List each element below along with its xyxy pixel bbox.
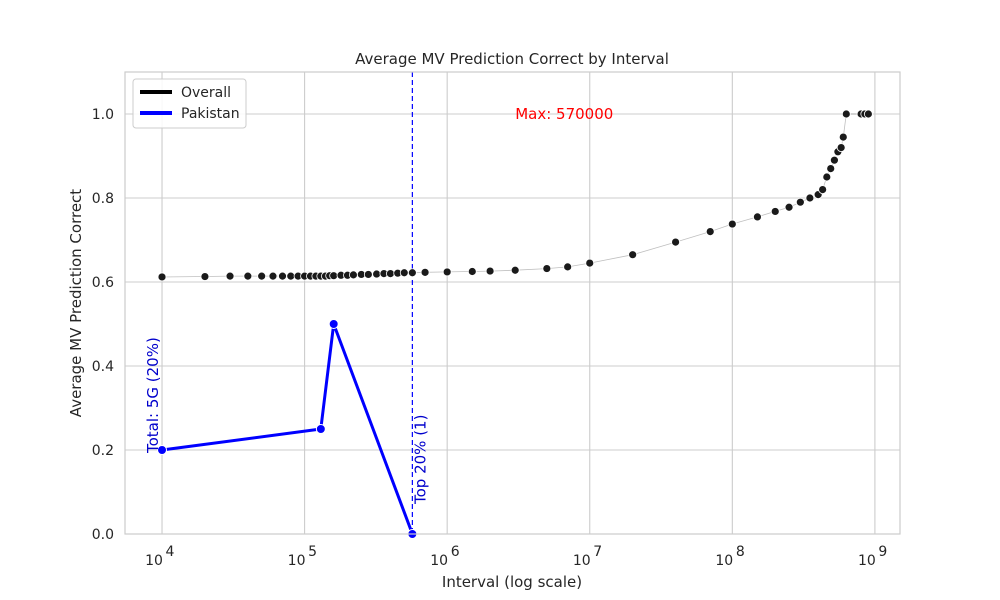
overall-point [542,264,552,273]
overall-point [157,272,167,282]
x-tick-exponent: 6 [451,544,460,560]
y-tick-label: 0.0 [92,527,114,543]
pakistan-point [315,424,326,434]
max-annotation: Max: 570000 [515,105,613,123]
overall-point [836,143,846,153]
x-tick-exponent: 4 [166,544,175,560]
overall-point [727,219,737,229]
overall-point [671,237,680,247]
overall-point [268,271,278,281]
overall-point [286,271,296,281]
overall-point [563,262,573,272]
overall-point [363,270,373,279]
y-tick-label: 1.0 [92,107,114,123]
x-tick-label: 10 [430,553,448,569]
overall-point [585,258,595,268]
overall-point [753,212,762,222]
overall-point [805,193,815,203]
y-axis-label: Average MV Prediction Correct [67,189,85,417]
y-tick-label: 0.4 [92,359,114,375]
overall-point [225,271,235,281]
x-tick-exponent: 7 [593,544,602,560]
x-axis-label: Interval (log scale) [442,573,582,591]
overall-point [243,271,253,281]
x-tick-label: 10 [573,553,591,569]
series-line-pakistan [161,322,414,535]
overall-point [826,164,836,174]
y-tick-label: 0.6 [92,275,114,291]
overall-point [822,172,832,182]
overall-point [485,266,495,276]
overall-point [372,269,382,279]
overall-point [818,185,828,195]
overall-point [705,227,715,237]
y-tick-label: 0.2 [92,443,114,459]
overall-point [863,109,873,119]
overall-point [770,207,780,216]
x-tick-exponent: 5 [308,544,317,560]
pakistan-point [328,319,339,329]
x-tick-exponent: 9 [878,544,887,560]
top-annotation: Top 20% (1) [411,415,429,505]
legend-label-pakistan: Pakistan [181,106,240,122]
overall-point [784,202,794,212]
overall-point [349,270,358,280]
total-annotation: Total: 5G (20%) [144,337,162,454]
overall-point [838,132,848,142]
x-tick-label: 10 [858,553,876,569]
chart-title: Average MV Prediction Correct by Interva… [355,50,669,68]
legend: Overall Pakistan [132,78,247,129]
overall-point [399,268,409,278]
overall-point [329,271,339,281]
overall-point [420,267,430,277]
x-tick-label: 10 [288,553,306,569]
overall-point [386,269,395,279]
overall-point [442,267,452,277]
legend-label-overall: Overall [181,85,231,101]
x-tick-exponent: 8 [736,544,745,560]
grid [125,72,900,535]
x-tick-label: 10 [715,553,733,569]
overall-point [467,267,477,276]
overall-point [830,155,839,165]
annotations: Max: 570000 Total: 5G (20%) Top 20% (1) [144,105,613,505]
overall-point [407,268,417,278]
overall-point [278,271,287,281]
x-tick-label: 10 [145,553,163,569]
plot-frame [124,71,901,535]
overall-point [200,272,210,281]
overall-point [510,265,520,275]
pakistan-point [157,445,168,455]
y-tick-label: 0.8 [92,191,114,207]
overall-point [628,250,638,260]
overall-point [257,271,267,281]
plot-area [157,72,873,539]
overall-point [841,109,851,119]
overall-point [795,197,805,207]
